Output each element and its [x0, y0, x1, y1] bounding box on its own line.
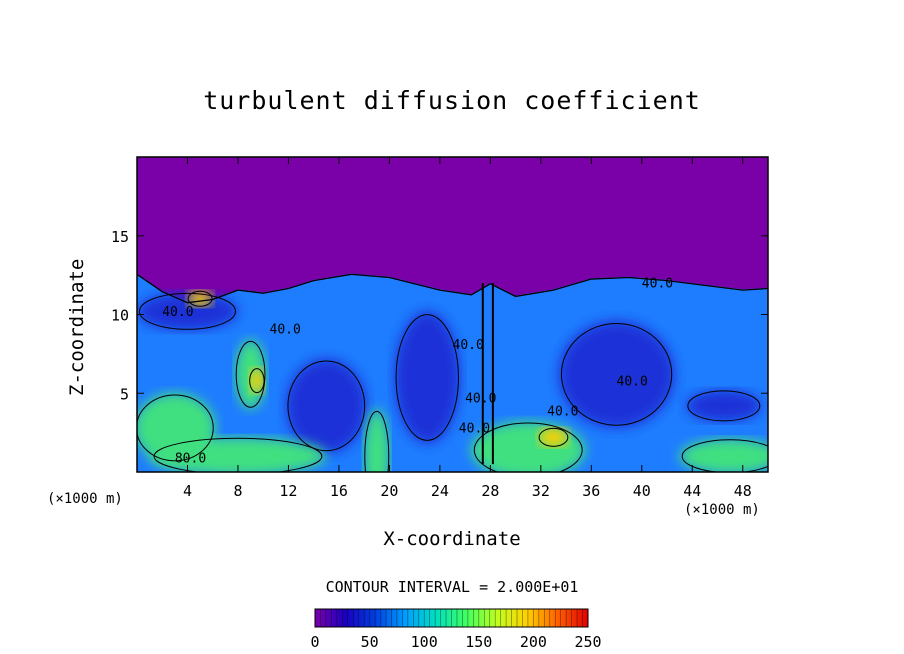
x-tick-label: 24: [431, 482, 449, 500]
contour-ring-12: [249, 368, 265, 394]
colorbar-tick-label: 250: [574, 633, 601, 651]
y-tick-label: 10: [111, 307, 129, 325]
colorbar: 0 50 100 150 200 250: [310, 608, 602, 651]
x-axis-unit: (×1000 m): [684, 502, 760, 518]
x-tick-label: 28: [481, 482, 499, 500]
x-tick-label: 48: [734, 482, 752, 500]
field-blob-9: [679, 438, 768, 472]
field-blob-7: [149, 437, 327, 472]
colorbar-frame: [314, 608, 589, 628]
contour-ring-1: [395, 314, 459, 441]
contour-label: 40.0: [459, 422, 490, 437]
x-tick-label: 44: [683, 482, 701, 500]
y-tick-label: 5: [120, 385, 129, 403]
y-tick-label: 15: [111, 228, 129, 246]
contour-label: 40.0: [162, 305, 193, 320]
contour-ring-10: [364, 410, 390, 472]
contour-label: 40.0: [642, 277, 673, 292]
field-blob-3: [685, 390, 762, 422]
field-blob-1: [394, 311, 461, 444]
contour-ring-8: [473, 422, 583, 472]
contour-label: 40.0: [617, 374, 648, 389]
contour-ring-4: [139, 292, 236, 330]
x-tick-label: 40: [633, 482, 651, 500]
contour-ring-5: [137, 394, 214, 462]
chart-title: turbulent diffusion coefficient: [203, 86, 701, 115]
field-blob-2: [558, 320, 675, 428]
colorbar-tick-label: 150: [465, 633, 492, 651]
contour-label: 80.0: [175, 452, 206, 467]
contour-label: 40.0: [270, 322, 301, 337]
field-blob-10: [364, 409, 390, 472]
x-tick-label: 16: [330, 482, 348, 500]
contour-ring-7: [153, 437, 323, 472]
x-tick-label: 12: [279, 482, 297, 500]
contour-ring-3: [687, 390, 761, 422]
contour-ring-2: [560, 322, 673, 426]
contour-label: 40.0: [547, 404, 578, 419]
contour-label: 40.0: [453, 338, 484, 353]
colorbar-tick-label: 50: [361, 633, 379, 651]
contour-ring-11: [538, 427, 569, 447]
colorbar-tick-label: 0: [310, 633, 319, 651]
contour-ring-0: [287, 360, 366, 452]
colorbar-tick-label: 200: [520, 633, 547, 651]
x-tick-label: 36: [582, 482, 600, 500]
contour-ring-6: [235, 340, 266, 408]
contour-lines: 40.0 80.0 40.0 40.0 40.0 40.0 40.0 40.0 40.0: [137, 273, 768, 472]
turbulence-field: [137, 157, 768, 472]
field-blob-12: [249, 368, 265, 394]
x-axis-label: X-coordinate: [383, 528, 521, 550]
x-tick-label: 4: [183, 482, 192, 500]
field-blob-11: [538, 427, 569, 447]
y-axis-unit: (×1000 m): [47, 491, 123, 507]
contour-ring-13: [187, 290, 213, 307]
colorbar-tick-label: 100: [411, 633, 438, 651]
x-tick-label: 20: [380, 482, 398, 500]
field-blob-4: [137, 292, 238, 331]
x-tick-label: 32: [532, 482, 550, 500]
contour-interval-text: CONTOUR INTERVAL = 2.000E+01: [325, 578, 579, 596]
contour-ring-9: [681, 439, 768, 472]
contour-label: 40.0: [465, 392, 496, 407]
contour-layer-top: [137, 273, 768, 304]
x-tick-label: 8: [233, 482, 242, 500]
field-blob-0: [285, 358, 367, 454]
